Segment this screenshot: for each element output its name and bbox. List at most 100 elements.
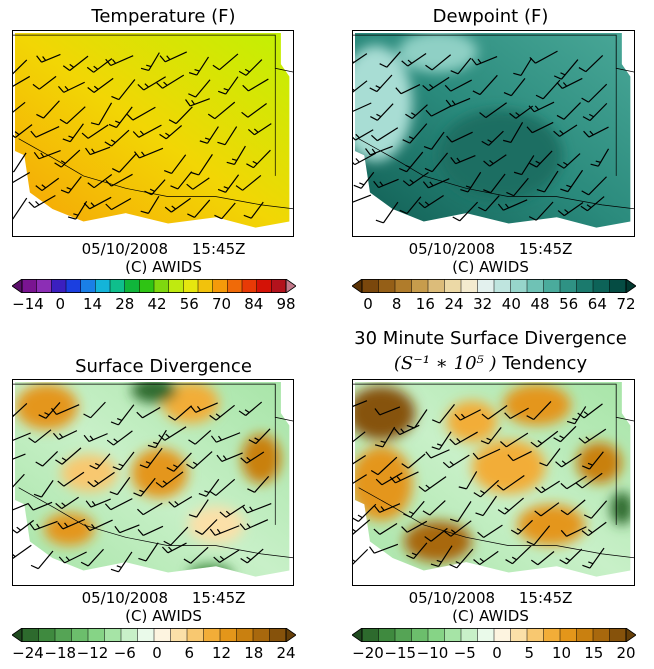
colorbar-tick-label: 0 xyxy=(363,295,373,313)
colorbar-segment xyxy=(428,628,445,642)
state-border-north xyxy=(353,34,634,73)
wind-barb xyxy=(33,480,54,498)
colorbar-tick-label: 14 xyxy=(82,295,103,313)
wind-barb xyxy=(505,545,532,565)
state-border-red-river xyxy=(358,138,634,210)
wind-barb xyxy=(418,476,447,492)
wind-barb xyxy=(418,195,444,209)
field-contour-region xyxy=(610,491,631,525)
colorbar-frame xyxy=(21,628,287,642)
wind-barb xyxy=(108,106,133,129)
temperature-colorbar xyxy=(12,279,296,293)
divergence-tendency-map[interactable] xyxy=(352,379,635,586)
credit-label: (C) AWIDS xyxy=(452,258,529,276)
wind-barb xyxy=(581,176,607,196)
wind-barb xyxy=(374,503,401,513)
wind-barb xyxy=(353,171,375,189)
colorbar-tick-label: 0 xyxy=(492,644,502,662)
wind-barb xyxy=(473,550,499,566)
wind-barb xyxy=(52,430,78,440)
colorbar-segment xyxy=(154,628,171,642)
wind-barb xyxy=(13,101,26,113)
divergence-map[interactable] xyxy=(12,379,294,586)
colorbar-segment xyxy=(444,279,462,293)
colorbar-frame xyxy=(21,279,287,293)
colorbar-segment xyxy=(494,279,511,293)
wind-barb xyxy=(240,548,264,564)
colorbar-tick-label: 32 xyxy=(473,295,493,313)
wind-barb xyxy=(442,454,470,469)
wind-barb xyxy=(36,100,60,119)
wind-barb xyxy=(444,79,472,92)
dewpoint-map[interactable] xyxy=(352,30,635,237)
wind-barb xyxy=(87,174,113,189)
wind-barb xyxy=(104,498,133,511)
wind-barb xyxy=(105,55,134,67)
wind-barb xyxy=(32,75,57,90)
wind-barb xyxy=(137,525,164,536)
wind-barb xyxy=(33,150,61,160)
wind-barb xyxy=(560,475,587,490)
wind-barb xyxy=(497,199,528,211)
wind-barb xyxy=(401,453,426,469)
wind-barb xyxy=(241,103,267,118)
wind-barb xyxy=(503,122,524,143)
wind-barb xyxy=(473,479,500,498)
wind-barb xyxy=(581,521,607,537)
field-contour-region xyxy=(187,506,245,544)
wind-barb xyxy=(454,409,481,421)
time-label: 15:45Z xyxy=(518,240,573,258)
wind-barb xyxy=(214,202,236,220)
units-math: (S⁻¹ ∗ 10⁵ ) xyxy=(393,353,497,374)
wind-barb xyxy=(185,98,210,107)
wind-barb xyxy=(209,404,235,421)
wind-barb xyxy=(471,56,498,66)
wind-barb xyxy=(369,543,399,554)
wind-barb xyxy=(374,406,401,416)
colorbar-tick-label: −20 xyxy=(352,644,384,662)
wind-barb xyxy=(581,83,608,103)
colorbar-tick-label: 6 xyxy=(184,644,195,662)
wind-barb xyxy=(13,197,28,220)
colorbar-segment xyxy=(220,628,237,642)
wind-barb xyxy=(577,403,603,419)
wind-barb xyxy=(401,520,428,533)
colorbar-segment xyxy=(242,279,258,293)
wind-barb xyxy=(422,178,450,189)
wind-barb xyxy=(238,401,263,416)
valid-time: 05/10/2008 15:45Z xyxy=(327,241,654,258)
wind-barb xyxy=(353,503,377,522)
date-label: 05/10/2008 xyxy=(408,240,496,258)
wind-barb xyxy=(59,106,86,125)
wind-barb xyxy=(513,57,533,77)
wind-barb xyxy=(35,177,60,192)
colorbar-segment xyxy=(88,628,105,642)
wind-barb xyxy=(373,178,399,189)
wind-barb xyxy=(507,450,532,462)
wind-barb xyxy=(60,176,82,194)
colorbar-tick-label: 16 xyxy=(415,295,435,313)
colorbar-segment xyxy=(527,279,544,293)
wind-barb xyxy=(480,427,502,445)
wind-barb xyxy=(217,76,239,95)
wind-barb xyxy=(114,524,140,534)
temperature-map[interactable] xyxy=(12,30,294,237)
panel-title: Surface Divergence xyxy=(75,356,252,377)
wind-barb xyxy=(13,124,33,138)
wind-barb xyxy=(423,131,445,150)
wind-barb xyxy=(13,502,29,511)
wind-barb xyxy=(370,103,394,121)
time-label: 15:45Z xyxy=(191,589,246,607)
wind-barb xyxy=(242,78,269,92)
wind-barb xyxy=(539,448,561,467)
wind-barb xyxy=(432,404,455,424)
wind-barb xyxy=(137,76,166,91)
panel-title-line2: (S⁻¹ ∗ 10⁵ ) Tendency xyxy=(327,353,654,374)
colorbar-tick-label: −5 xyxy=(453,644,476,662)
wind-barb xyxy=(240,451,265,464)
colorbar-tick-label: −6 xyxy=(113,644,136,662)
wind-barb xyxy=(353,431,366,443)
state-border-red-river xyxy=(358,487,634,559)
wind-barb xyxy=(90,102,113,126)
divergence-field xyxy=(13,382,293,577)
